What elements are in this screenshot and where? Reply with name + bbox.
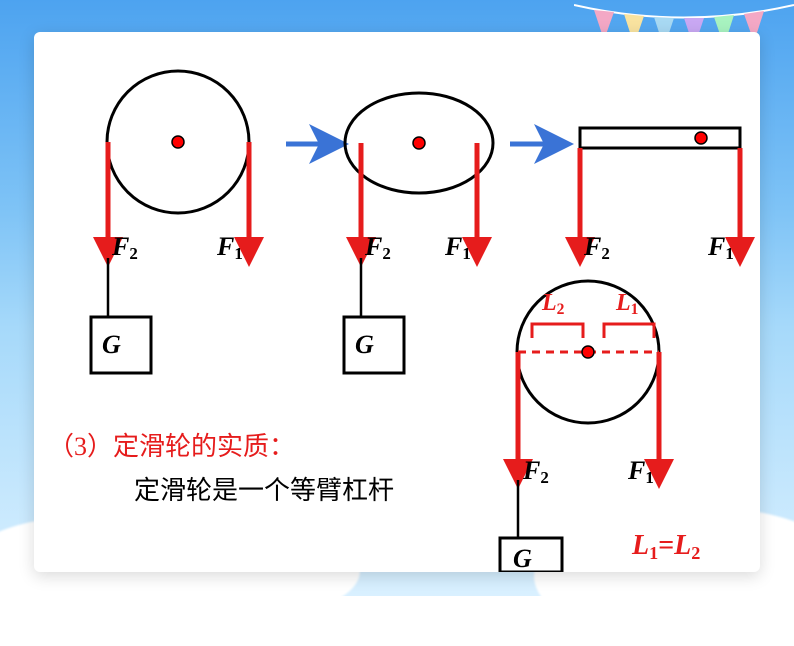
label-g-4: G [513,544,532,574]
weight-2 [344,317,404,373]
label-f1-1: F1 [217,232,243,262]
bracket-l1 [604,324,654,338]
pivot-4 [582,346,594,358]
lever-bar [580,128,740,148]
text-line-2: 定滑轮是一个等臂杠杆 [134,470,394,507]
label-g-1: G [102,330,121,360]
label-f2-3: F2 [584,232,610,262]
equation-l1-l2: L1=L2 [632,530,700,562]
label-f1-4: F1 [628,456,654,486]
pivot-1 [172,136,184,148]
label-f2-1: F2 [112,232,138,262]
content-card: F2 F1 G F2 F1 G F2 F1 L2 L1 F2 F1 G L1=L… [34,32,760,572]
text-line-1: （3）定滑轮的实质： [48,426,295,463]
label-g-2: G [355,330,374,360]
pivot-3 [695,132,707,144]
label-l2: L2 [542,290,564,317]
bracket-l2 [532,324,583,338]
pivot-2 [413,137,425,149]
label-f1-3: F1 [708,232,734,262]
label-l1: L1 [616,290,638,317]
label-f1-2: F1 [445,232,471,262]
label-f2-2: F2 [365,232,391,262]
weight-1 [91,317,151,373]
label-f2-4: F2 [523,456,549,486]
